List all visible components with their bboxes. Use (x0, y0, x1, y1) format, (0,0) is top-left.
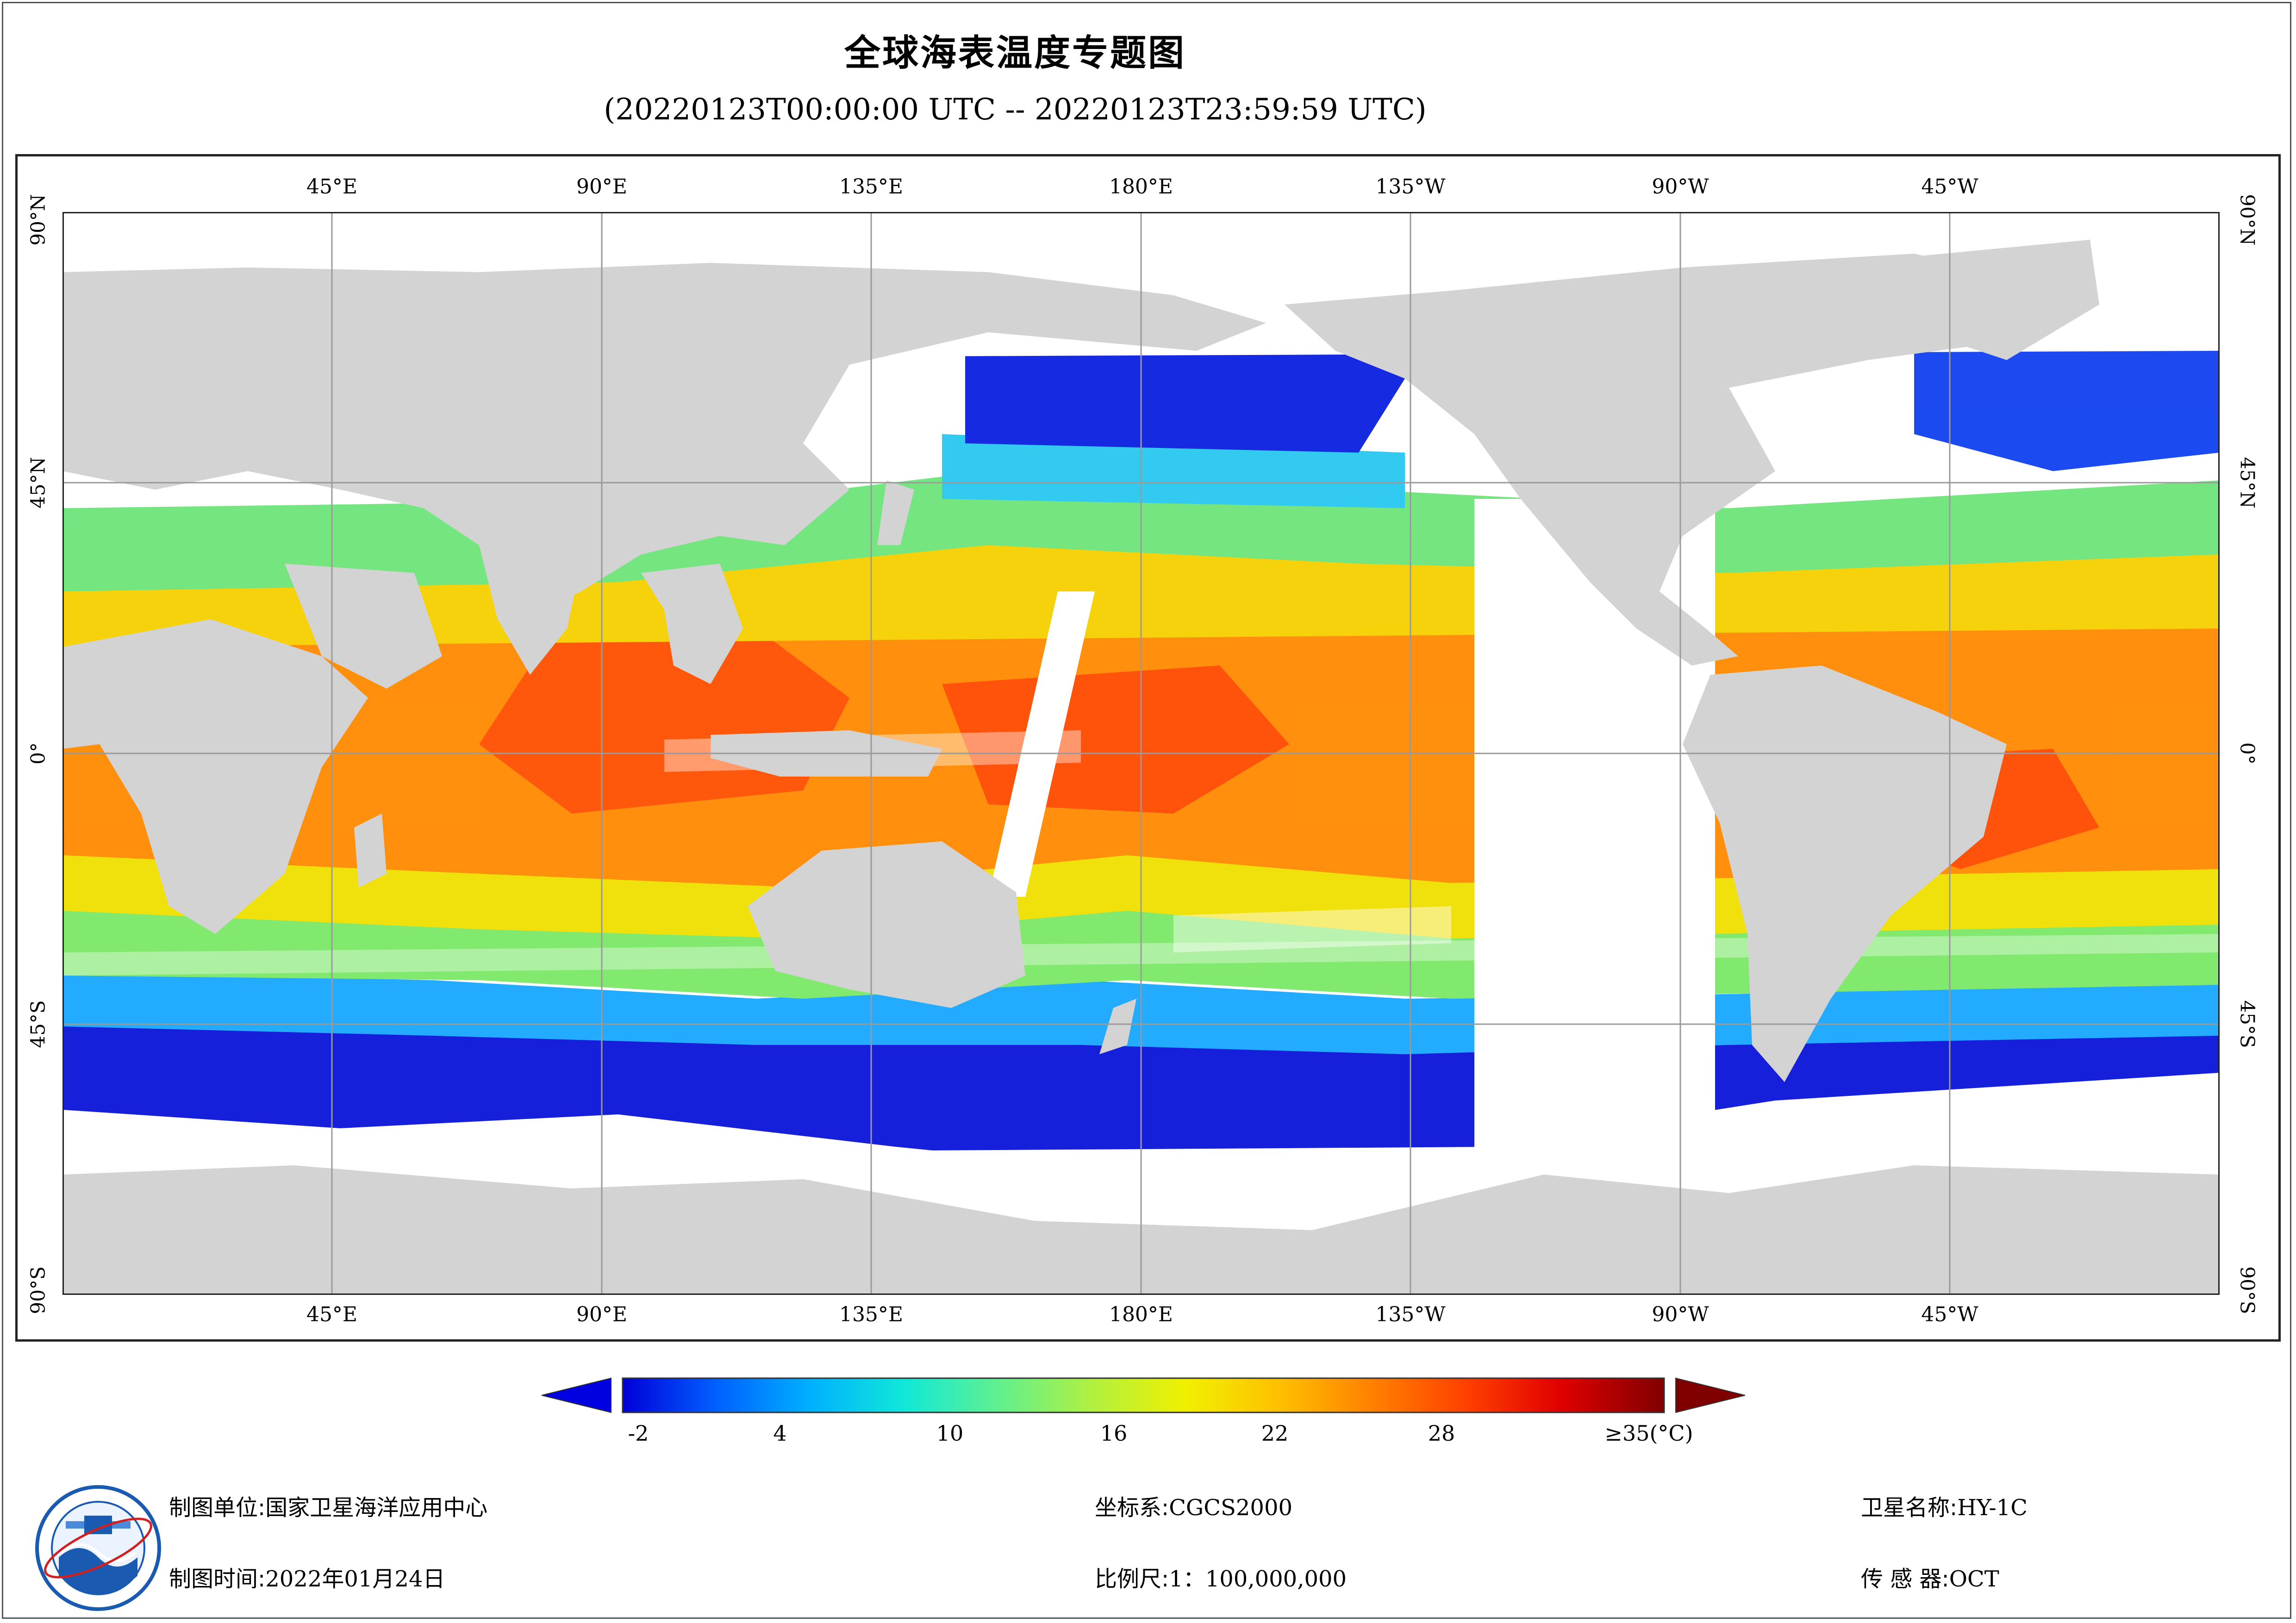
lon-label-top-45w: 45°W (1921, 175, 1978, 199)
colorbar-label-4: 4 (773, 1421, 787, 1446)
lat-label-left-45s: 45°S (26, 1000, 50, 1048)
sst-colorbar (542, 1377, 1745, 1413)
map-scale: 比例尺:1：100,000,000 (1095, 1561, 1347, 1593)
mapping-unit: 制图单位:国家卫星海洋应用中心 (169, 1489, 487, 1522)
map-title: 全球海表温度专题图 (844, 32, 1186, 74)
lat-label-right-90s: 90°S (2236, 1266, 2259, 1314)
lat-label-right-90n: 90°N (2236, 194, 2259, 246)
coordinate-system: 坐标系:CGCS2000 (1095, 1489, 1292, 1522)
scale-label: 比例尺: (1095, 1566, 1169, 1592)
land-madagascar (354, 814, 387, 888)
land-australia (748, 841, 1025, 1008)
sensor-name: 传 感 器:OCT (1861, 1561, 1999, 1593)
satellite-value: HY-1C (1957, 1495, 2028, 1521)
lon-label-bottom-45w: 45°W (1921, 1303, 1978, 1326)
land-japan (877, 480, 914, 545)
land-arabia (285, 564, 442, 689)
lat-label-left-90s: 90°S (26, 1266, 50, 1314)
satellite-label: 卫星名称: (1861, 1495, 1958, 1521)
colorbar-over-arrow (1675, 1377, 1745, 1413)
mapping-unit-label: 制图单位: (169, 1495, 266, 1521)
lat-label-left-45n: 45°N (26, 457, 50, 509)
lat-label-left-0: 0° (26, 742, 50, 765)
sst-map[interactable] (62, 212, 2220, 1295)
lat-label-left-90n: 90°N (26, 194, 50, 246)
no-data-cloud-3 (1173, 906, 1451, 952)
colorbar-gradient (622, 1377, 1665, 1413)
lon-label-top-90e: 90°E (576, 175, 628, 199)
lon-label-bottom-90e: 90°E (576, 1303, 628, 1326)
lon-label-bottom-45e: 45°E (306, 1303, 358, 1326)
lon-label-top-135e: 135°E (839, 175, 904, 199)
lon-label-bottom-135e: 135°E (839, 1303, 904, 1326)
lat-label-right-0: 0° (2236, 742, 2259, 765)
lat-label-right-45s: 45°S (2236, 1000, 2259, 1048)
sst-north-cyan (942, 434, 1405, 508)
lon-label-bottom-90w: 90°W (1652, 1303, 1709, 1326)
scale-value: 1：100,000,000 (1169, 1566, 1347, 1592)
sensor-value: OCT (1949, 1566, 1999, 1592)
land-india (479, 545, 581, 675)
colorbar-label-22: 22 (1261, 1421, 1289, 1446)
lon-label-top-180e: 180°E (1109, 175, 1173, 199)
colorbar-label-16: 16 (1100, 1421, 1128, 1446)
colorbar-under-arrow (542, 1377, 611, 1413)
crs-label: 坐标系: (1095, 1495, 1169, 1521)
mapping-time-label: 制图时间: (169, 1566, 266, 1592)
land-southeast-asia (641, 564, 743, 684)
lon-label-top-135w: 135°W (1375, 175, 1446, 199)
land-eurasia (62, 263, 1266, 619)
sst-north-atlantic-cold (1914, 342, 2220, 471)
colorbar-label-28: 28 (1428, 1421, 1455, 1446)
lon-label-top-90w: 90°W (1652, 175, 1709, 199)
mapping-unit-value: 国家卫星海洋应用中心 (265, 1495, 488, 1521)
lon-label-bottom-180e: 180°E (1109, 1303, 1173, 1326)
time-range-subtitle: (20220123T00:00:00 UTC -- 20220123T23:59… (604, 93, 1427, 127)
no-data-satellite-swath (988, 591, 1095, 897)
lon-label-top-45e: 45°E (306, 175, 358, 199)
sst-north-pacific-cold (965, 332, 1405, 453)
land-new-zealand (1099, 999, 1136, 1054)
mapping-time-value: 2022年01月24日 (265, 1566, 445, 1592)
no-data-east-pacific (1474, 499, 1715, 1175)
nsoas-logo (35, 1485, 161, 1611)
colorbar-label-35-unit: ≥35(°C) (1604, 1421, 1693, 1446)
land-africa (62, 619, 368, 934)
lon-label-bottom-135w: 135°W (1375, 1303, 1446, 1326)
satellite-name: 卫星名称:HY-1C (1861, 1489, 2028, 1522)
mapping-time: 制图时间:2022年01月24日 (169, 1561, 445, 1593)
land-north-america (1285, 254, 2053, 665)
crs-value: CGCS2000 (1169, 1495, 1293, 1521)
colorbar-label-10: 10 (936, 1421, 964, 1446)
map-frame (15, 154, 2281, 1342)
graticule (62, 212, 2220, 1295)
land-south-america (1683, 665, 2007, 1082)
colorbar-label-minus2: -2 (628, 1421, 649, 1446)
lat-label-right-45n: 45°N (2236, 457, 2259, 509)
land-greenland (1896, 240, 2099, 360)
sensor-label: 传 感 器: (1861, 1566, 1949, 1592)
